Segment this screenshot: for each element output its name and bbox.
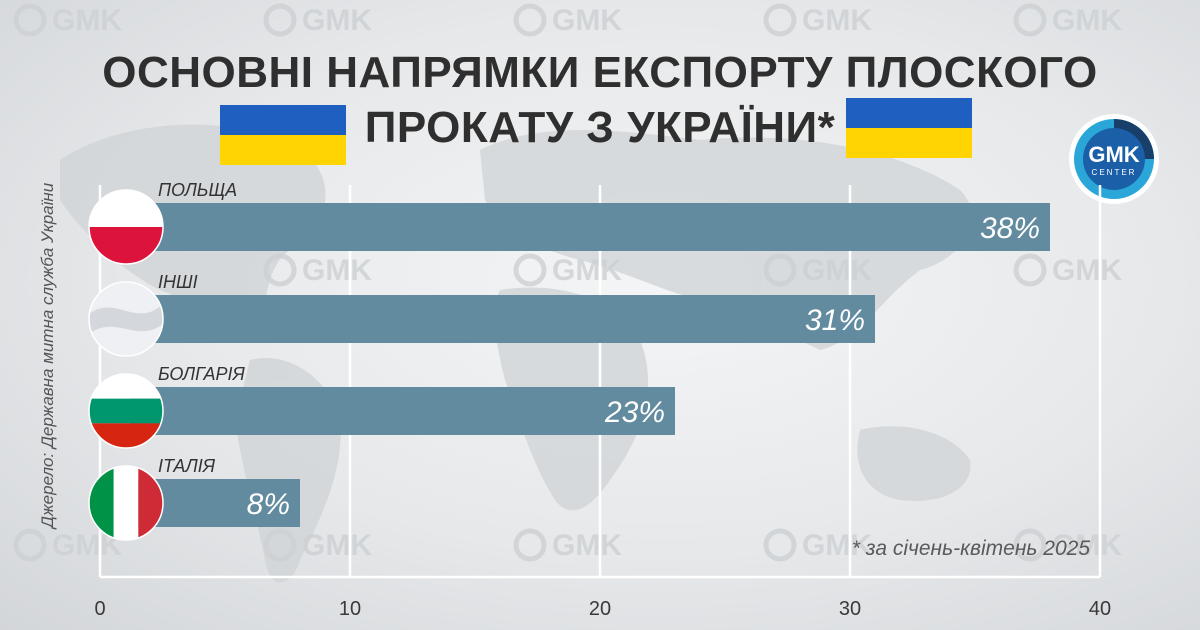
x-tick-label: 30 bbox=[839, 598, 861, 620]
watermark-logo-icon bbox=[513, 3, 547, 37]
chart-title-line-1: ОСНОВНІ НАПРЯМКИ ЕКСПОРТУ ПЛОСКОГО bbox=[102, 48, 1098, 97]
watermark-logo-icon bbox=[13, 528, 47, 562]
x-tick-label: 0 bbox=[94, 598, 105, 620]
watermark-logo-icon bbox=[763, 253, 797, 287]
bar bbox=[130, 387, 675, 435]
watermark-logo-icon bbox=[763, 3, 797, 37]
watermark-text: GMK bbox=[302, 254, 372, 287]
gmk-logo-icon: GMK CENTER bbox=[1067, 112, 1161, 206]
flag-italy-icon bbox=[88, 465, 164, 541]
logo-text: GMK bbox=[1088, 142, 1140, 167]
value-label: 31% bbox=[805, 304, 865, 337]
watermark-logo-icon bbox=[1013, 3, 1047, 37]
watermark-text: GMK bbox=[802, 529, 872, 562]
watermark-text: GMK bbox=[552, 4, 622, 37]
category-label: ІНШІ bbox=[158, 272, 198, 292]
logo-subtext: CENTER bbox=[1091, 168, 1137, 177]
watermark-logo-icon bbox=[1013, 253, 1047, 287]
watermark-logo-icon bbox=[13, 3, 47, 37]
watermark-logo-icon bbox=[263, 253, 297, 287]
watermark-logo-icon bbox=[263, 3, 297, 37]
watermark-text: GMK bbox=[802, 4, 872, 37]
value-label: 8% bbox=[247, 488, 290, 521]
watermark-text: GMK bbox=[302, 4, 372, 37]
ua-flag-icon bbox=[846, 98, 972, 158]
watermark-logo-icon bbox=[763, 528, 797, 562]
watermark-text: GMK bbox=[552, 529, 622, 562]
footnote: * за січень-квітень 2025 bbox=[851, 537, 1090, 560]
value-label: 38% bbox=[980, 212, 1040, 245]
x-tick-label: 10 bbox=[339, 598, 361, 620]
flag-poland-icon bbox=[88, 189, 164, 265]
category-label: ІТАЛІЯ bbox=[158, 456, 216, 476]
watermark-text: GMK bbox=[1052, 4, 1122, 37]
flag-other-icon bbox=[88, 281, 164, 357]
watermark-logo-icon bbox=[263, 528, 297, 562]
watermark-text: GMK bbox=[1052, 529, 1122, 562]
flag-bulgaria-icon bbox=[88, 373, 164, 449]
watermark-logo-icon bbox=[1013, 528, 1047, 562]
watermark-text: GMK bbox=[552, 254, 622, 287]
value-label: 23% bbox=[604, 396, 665, 429]
chart-title-line-2: ПРОКАТУ З УКРАЇНИ* bbox=[364, 103, 836, 152]
x-tick-label: 20 bbox=[589, 598, 611, 620]
bar bbox=[130, 203, 1050, 251]
bar bbox=[130, 295, 875, 343]
x-tick-label: 40 bbox=[1089, 598, 1111, 620]
watermark-logo-icon bbox=[513, 253, 547, 287]
category-label: ПОЛЬЩА bbox=[158, 180, 237, 200]
ua-flag-icon bbox=[220, 105, 346, 165]
watermark-logo-icon bbox=[513, 528, 547, 562]
watermark-text: GMK bbox=[802, 254, 872, 287]
watermark-text: GMK bbox=[1052, 254, 1122, 287]
category-label: БОЛГАРІЯ bbox=[158, 364, 245, 384]
watermark-text: GMK bbox=[52, 4, 122, 37]
watermark-text: GMK bbox=[302, 529, 372, 562]
